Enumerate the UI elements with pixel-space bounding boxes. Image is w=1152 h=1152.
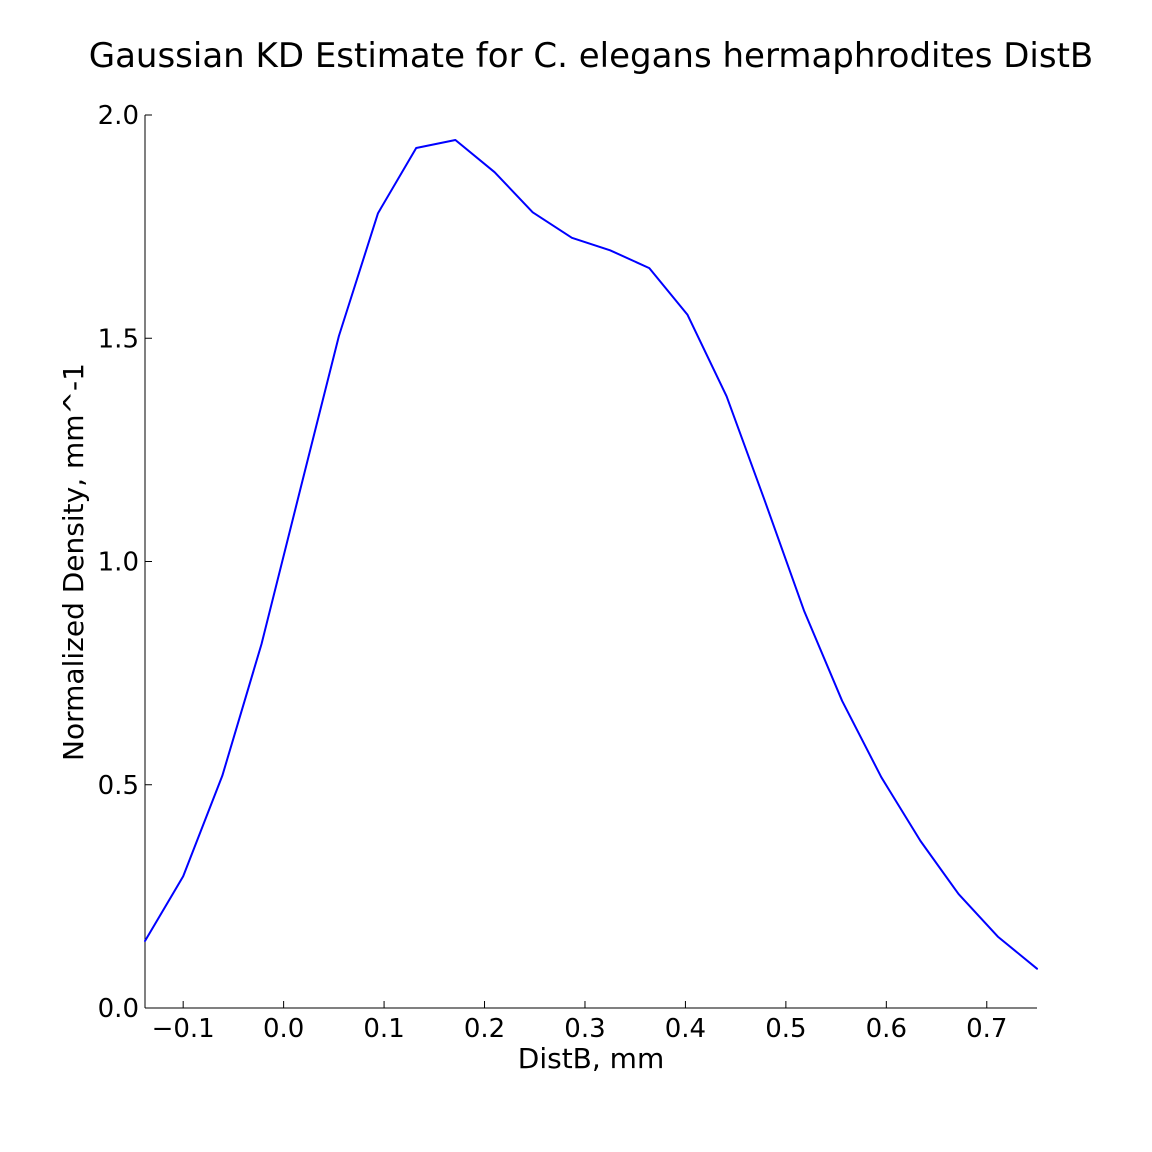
y-tick-label: 0.5 — [98, 771, 139, 801]
plot-axes: −0.1 0.0 0.1 0.2 0.3 0.4 0.5 0.6 0.7 0.0 0.5 1.0 1.… — [98, 101, 1037, 1044]
series-layer — [144, 139, 1038, 970]
x-tick-label: 0.1 — [363, 1014, 404, 1044]
y-tick-label: 1.5 — [98, 324, 139, 354]
y-tick-label: 2.0 — [98, 101, 139, 131]
y-tick-label: 0.0 — [98, 994, 139, 1024]
x-tick-label: 0.7 — [966, 1014, 1007, 1044]
x-tick-label: −0.1 — [152, 1014, 215, 1044]
x-ticks: −0.1 0.0 0.1 0.2 0.3 0.4 0.5 0.6 0.7 — [152, 1001, 1007, 1044]
kde-line — [144, 139, 1038, 970]
y-tick-label: 1.0 — [98, 548, 139, 578]
y-axis-label: Normalized Density, mm^-1 — [57, 363, 90, 761]
x-axis-label: DistB, mm — [518, 1042, 664, 1075]
x-tick-label: 0.3 — [564, 1014, 605, 1044]
y-ticks: 0.0 0.5 1.0 1.5 2.0 — [98, 101, 152, 1024]
x-tick-label: 0.4 — [665, 1014, 706, 1044]
x-tick-label: 0.6 — [866, 1014, 907, 1044]
chart-title: Gaussian KD Estimate for C. elegans herm… — [89, 36, 1094, 76]
x-tick-label: 0.2 — [464, 1014, 505, 1044]
x-tick-label: 0.0 — [263, 1014, 304, 1044]
x-tick-label: 0.5 — [765, 1014, 806, 1044]
